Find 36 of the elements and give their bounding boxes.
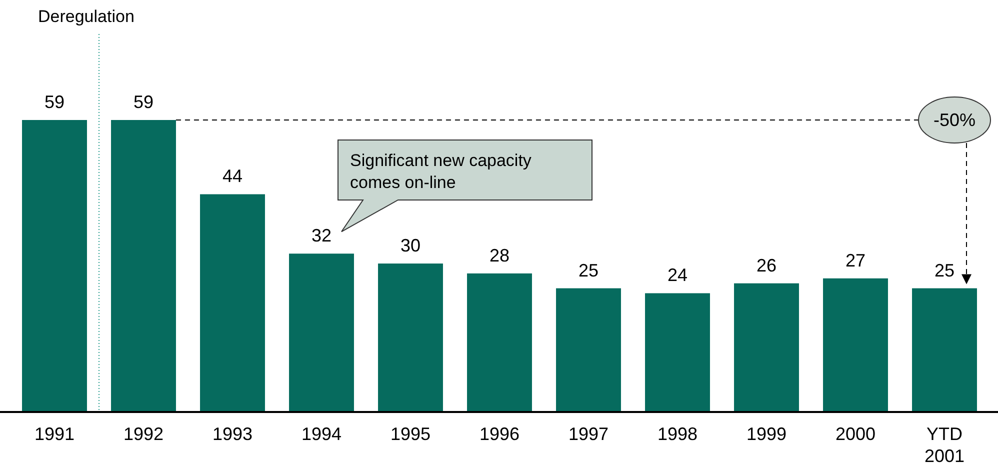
bar	[378, 264, 443, 412]
x-tick-label: 1992	[123, 424, 164, 444]
x-tick-label: 2000	[835, 424, 876, 444]
data-label: 59	[133, 92, 154, 112]
annotation: Significant new capacity comes on-line	[350, 151, 532, 192]
x-tick-label: 1991	[34, 424, 75, 444]
x-tick-label: 1993	[212, 424, 253, 444]
data-label: 26	[756, 255, 777, 276]
data-label: 27	[845, 250, 866, 270]
bar	[467, 273, 532, 412]
bar	[289, 254, 354, 412]
data-label: 32	[311, 226, 332, 246]
bar	[734, 283, 799, 412]
bar	[823, 278, 888, 412]
bar	[645, 293, 710, 412]
data-label: 44	[222, 166, 243, 186]
annotation: -50%	[933, 110, 976, 130]
bar	[22, 120, 87, 412]
bar	[912, 288, 977, 412]
x-tick-label: 1998	[657, 424, 698, 444]
bar	[556, 288, 621, 412]
data-label: 24	[667, 265, 688, 286]
data-label: 30	[400, 236, 421, 256]
data-label: 25	[578, 260, 599, 280]
x-tick-label: 1999	[746, 424, 787, 444]
text: Deregulation	[38, 7, 134, 26]
data-label: 25	[934, 260, 955, 280]
x-tick-label: 1997	[568, 424, 609, 444]
x-tick-label: 1996	[479, 424, 520, 444]
bar	[111, 120, 176, 412]
x-tick-label: 1995	[390, 424, 431, 444]
x-tick-label: YTD 2001	[924, 424, 965, 466]
bar	[200, 194, 265, 412]
x-tick-label: 1994	[301, 424, 342, 444]
data-label: 28	[489, 245, 510, 266]
data-label: 59	[44, 92, 65, 112]
